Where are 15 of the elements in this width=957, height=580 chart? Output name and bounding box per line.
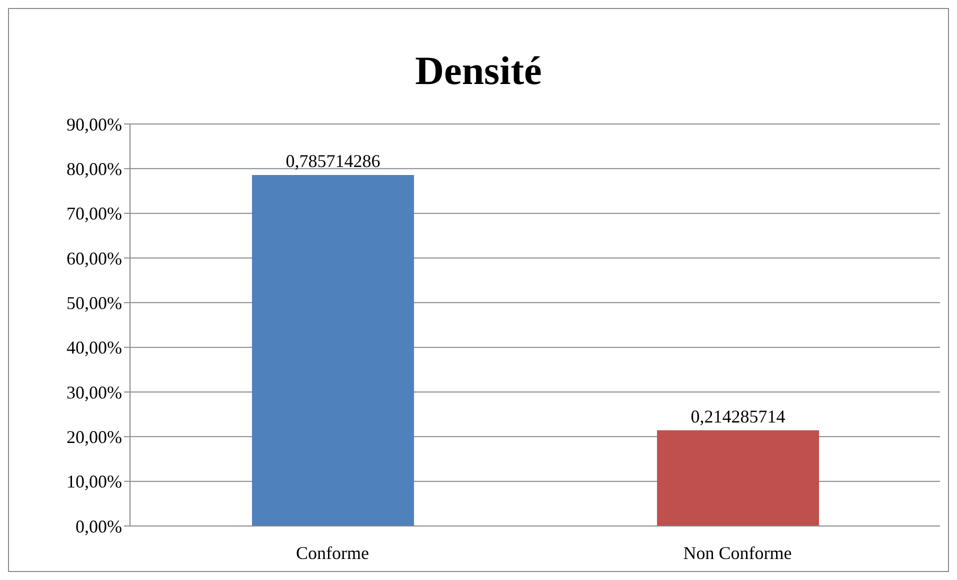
x-tick-label: Conforme bbox=[296, 542, 370, 563]
y-tick-label: 10,00% bbox=[66, 472, 122, 492]
x-tick-label: Non Conforme bbox=[683, 542, 792, 563]
y-tick-label: 50,00% bbox=[66, 293, 122, 314]
y-tick-label: 0,00% bbox=[76, 516, 122, 536]
y-tick-label: 60,00% bbox=[66, 248, 122, 268]
y-tick-label: 80,00% bbox=[66, 159, 122, 180]
data-label: 0,785714286 bbox=[286, 151, 380, 172]
y-tick-label: 20,00% bbox=[66, 427, 122, 448]
y-tick-label: 70,00% bbox=[66, 204, 122, 224]
chart-title: Densité bbox=[414, 46, 543, 94]
y-tick-label: 40,00% bbox=[66, 338, 122, 358]
y-tick-label: 90,00% bbox=[66, 114, 122, 134]
y-tick-label: 30,00% bbox=[66, 382, 122, 402]
data-label: 0,214285714 bbox=[690, 406, 786, 426]
